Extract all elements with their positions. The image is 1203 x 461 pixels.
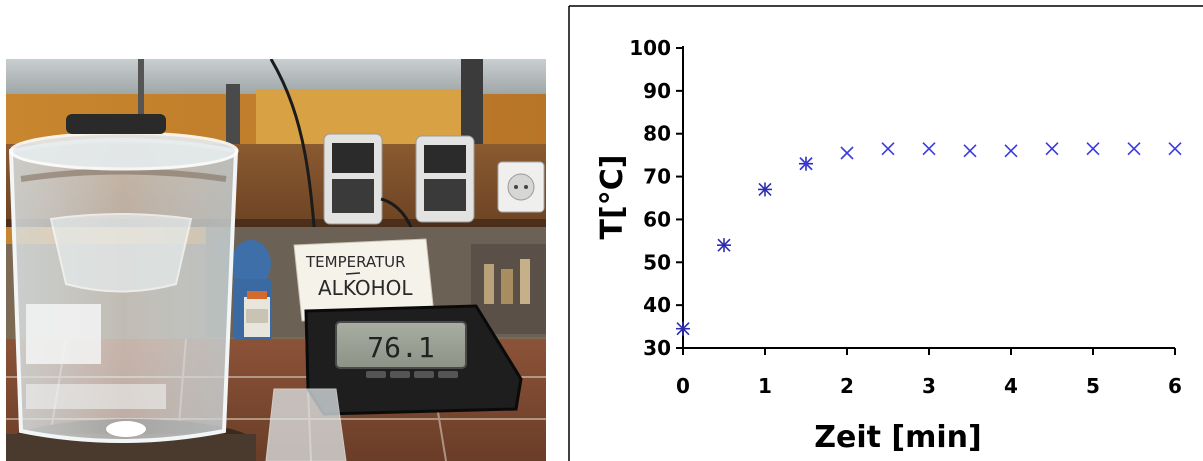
chart-axes [683, 46, 1175, 348]
x-tick-label: 1 [758, 374, 772, 398]
temperature-chart: 30 40 50 60 70 80 90 100 0 1 2 3 4 5 6 Zeit [min] T[°… [568, 0, 1203, 461]
label-line1: TEMPERATUR [305, 253, 406, 271]
y-axis-ticks: 30 40 50 60 70 80 90 100 [629, 36, 683, 360]
lab-photo: TEMPERATUR ALKOHOL 76.1 [6, 59, 546, 461]
socket-box-right [416, 136, 474, 222]
data-point-asterisk [676, 322, 690, 336]
data-point-x [1046, 143, 1058, 155]
data-point-asterisk [758, 182, 772, 196]
data-point-x [923, 143, 935, 155]
x-tick-label: 6 [1168, 374, 1182, 398]
data-point-asterisk [717, 238, 731, 252]
data-point-x [882, 143, 894, 155]
data-point-x [964, 145, 976, 157]
label-line2: ALKOHOL [318, 276, 413, 300]
wall-outlet [498, 162, 544, 212]
lcd-reading: 76.1 [367, 331, 434, 364]
x-axis-title: Zeit [min] [814, 420, 982, 455]
socket-box-left [324, 134, 382, 224]
data-points [676, 143, 1181, 336]
y-tick-label: 30 [643, 336, 671, 360]
y-tick-label: 60 [643, 207, 671, 231]
x-tick-label: 2 [840, 374, 854, 398]
y-tick-label: 70 [643, 165, 671, 189]
x-tick-label: 3 [922, 374, 936, 398]
chart-panel: 30 40 50 60 70 80 90 100 0 1 2 3 4 5 6 Zeit [min] T[°… [568, 0, 1203, 461]
y-tick-label: 50 [643, 250, 671, 274]
x-axis-ticks: 0 1 2 3 4 5 6 [676, 348, 1182, 398]
data-point-x [1128, 143, 1140, 155]
y-tick-label: 40 [643, 293, 671, 317]
y-tick-label: 80 [643, 122, 671, 146]
data-point-x [841, 147, 853, 159]
data-point-x [1169, 143, 1181, 155]
y-axis-title: T[°C] [595, 155, 630, 240]
beaker [11, 133, 237, 441]
x-tick-label: 5 [1086, 374, 1100, 398]
data-point-x [1087, 143, 1099, 155]
data-point-x [1005, 145, 1017, 157]
x-tick-label: 0 [676, 374, 690, 398]
y-tick-label: 90 [643, 79, 671, 103]
x-tick-label: 4 [1004, 374, 1018, 398]
y-tick-label: 100 [629, 36, 671, 60]
